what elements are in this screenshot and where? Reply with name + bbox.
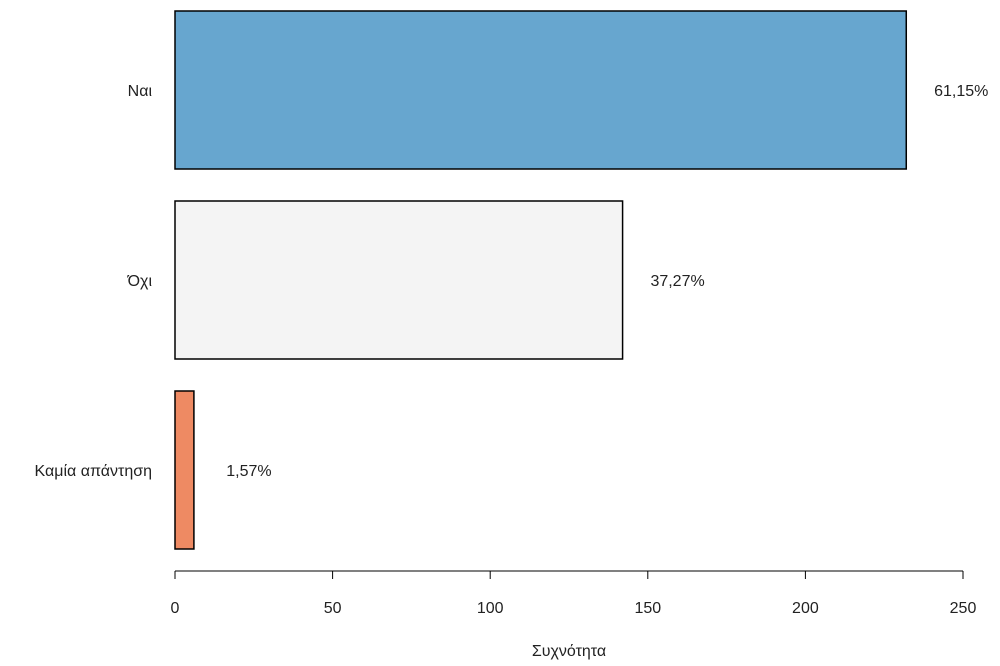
x-tick-label-0: 0 xyxy=(171,600,180,617)
x-tick-label-1: 50 xyxy=(324,600,342,617)
x-tick-label-4: 200 xyxy=(792,600,819,617)
bar-2 xyxy=(174,390,195,550)
labels-layer: Ναι 61,15% Όχι 37,27% Καμία απάντηση 1,57% xyxy=(35,83,989,480)
percent-label-1: 37,27% xyxy=(650,273,704,290)
bar-0 xyxy=(174,10,908,170)
x-tick-label-5: 250 xyxy=(950,600,977,617)
category-label-2: Καμία απάντηση xyxy=(35,463,153,480)
percent-label-2: 1,57% xyxy=(226,463,271,480)
x-axis-title: Συχνότητα xyxy=(532,643,606,660)
category-label-0: Ναι xyxy=(128,83,153,100)
x-tick-label-3: 150 xyxy=(634,600,661,617)
bar-1 xyxy=(174,200,624,360)
category-label-1: Όχι xyxy=(127,273,153,290)
percent-label-0: 61,15% xyxy=(934,83,988,100)
x-tick-label-2: 100 xyxy=(477,600,504,617)
bars-layer xyxy=(174,10,908,550)
x-axis: 0 50 100 150 200 250 xyxy=(171,570,977,617)
